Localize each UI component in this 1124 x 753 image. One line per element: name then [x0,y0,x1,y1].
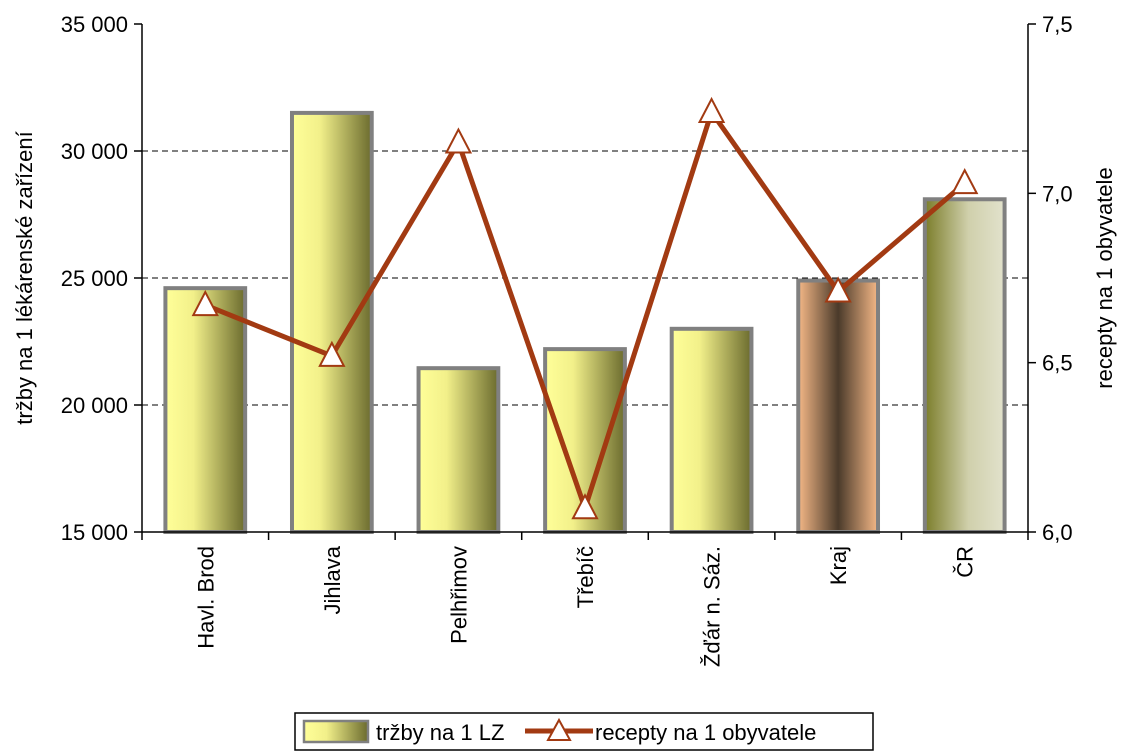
line-series [191,96,979,520]
line-marker [191,289,219,317]
line-marker [571,493,599,520]
bar-3 [416,366,501,535]
legend-triangle-icon [546,717,572,741]
left-ticks: 15 000 20 000 25 000 30 000 35 000 [61,12,142,545]
right-tick-label: 7,5 [1042,12,1073,37]
left-tick-label: 35 000 [61,12,128,37]
left-tick-label: 20 000 [61,393,128,418]
right-ticks: 6,0 6,5 7,0 7,5 [1028,12,1073,545]
bar-5 [669,326,754,534]
category-label: Třebíč [573,546,598,608]
left-tick-label: 25 000 [61,266,128,291]
category-label: Pelhřimov [446,546,471,644]
left-tick-label: 30 000 [61,139,128,164]
bar-2 [289,110,374,535]
legend-bar-label: tržby na 1 LZ [376,720,504,745]
x-ticks [141,532,1029,540]
category-label: Havl. Brod [193,546,218,649]
line-marker [318,340,346,367]
right-tick-label: 7,0 [1042,181,1073,206]
legend-line-label: recepty na 1 obyvatele [595,720,816,745]
bar-7 [922,197,1007,534]
category-label: Jihlava [320,545,345,614]
category-label: Žďár n. Sáz. [700,546,725,667]
category-labels: Havl. Brod Jihlava Pelhřimov Třebíč Žďár n. … [193,545,977,667]
right-tick-label: 6,0 [1042,520,1073,545]
line-marker [444,127,473,154]
left-tick-label: 15 000 [61,520,128,545]
bar-1 [163,286,248,534]
line-marker [951,168,979,195]
right-tick-label: 6,5 [1042,351,1073,376]
line-marker [697,96,726,124]
bars [163,110,1007,535]
left-axis-label: tržby na 1 lékárenské zařízení [12,131,37,424]
category-label: Kraj [826,546,851,585]
category-label: ČR [953,546,978,578]
legend: tržby na 1 LZ recepty na 1 obyvatele [294,712,874,751]
line-marker [824,276,852,303]
legend-bar-swatch [302,719,370,744]
bar-6 [796,278,881,535]
right-axis-label: recepty na 1 obyvatele [1092,167,1117,388]
